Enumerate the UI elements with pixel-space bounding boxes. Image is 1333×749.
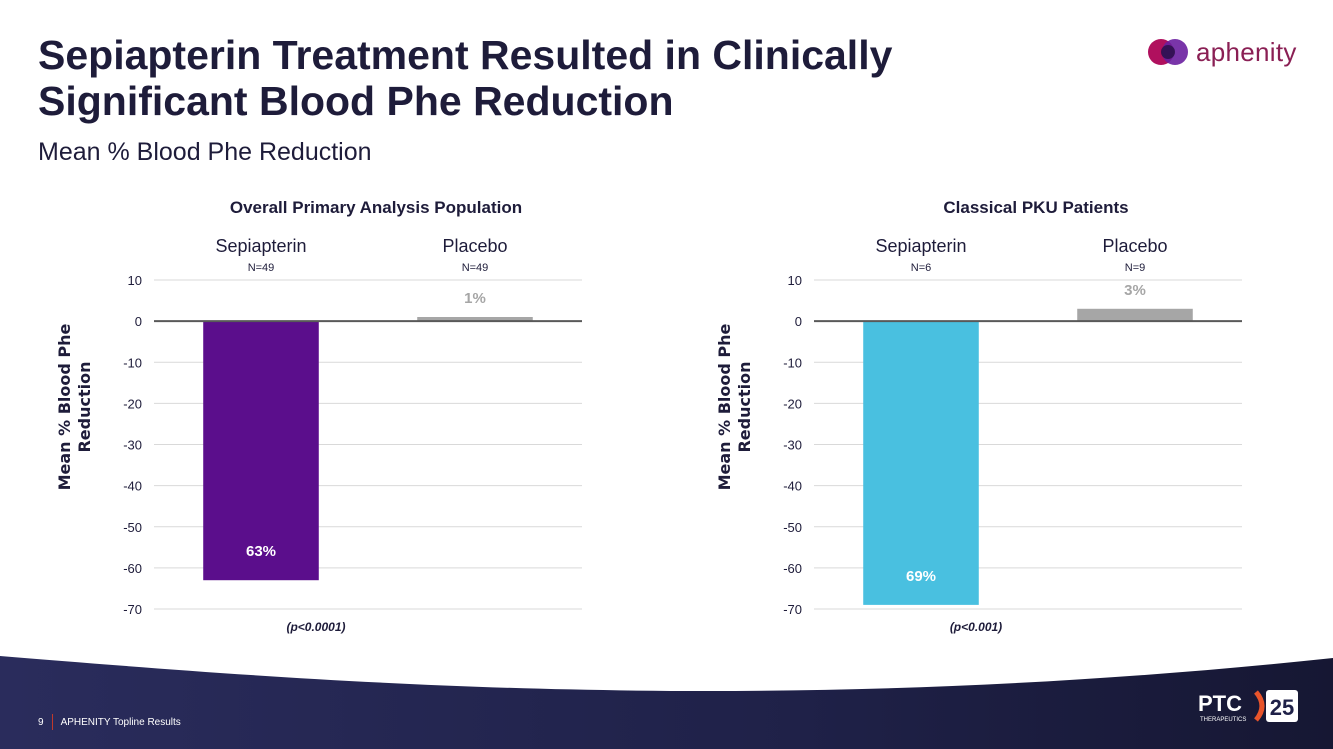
- ptc-logo: PTC THERAPEUTICS 25: [1196, 689, 1300, 723]
- y-tick-label: 10: [788, 273, 802, 288]
- bar-sepiapterin: [203, 321, 319, 581]
- bar-sepiapterin: [863, 321, 979, 605]
- y-tick-label: -40: [123, 479, 142, 494]
- chart-title: Overall Primary Analysis Population: [230, 198, 522, 217]
- y-tick-label: -70: [783, 602, 802, 617]
- aphenity-logo-icon: [1146, 34, 1192, 70]
- y-tick-label: -10: [783, 355, 802, 370]
- data-label: 3%: [1124, 282, 1146, 299]
- n-label: N=6: [911, 262, 932, 274]
- bar-placebo: [1077, 308, 1193, 322]
- p-value-annotation: (p<0.0001): [286, 620, 345, 634]
- n-label: N=9: [1125, 262, 1146, 274]
- slide-title: Sepiapterin Treatment Resulted in Clinic…: [38, 32, 893, 124]
- footer-divider: [51, 714, 53, 730]
- y-tick-label: 0: [795, 314, 802, 329]
- bar-placebo: [417, 317, 533, 322]
- category-label: Sepiapterin: [875, 236, 966, 256]
- y-tick-label: -40: [783, 479, 802, 494]
- p-value-annotation: (p<0.001): [950, 620, 1002, 634]
- chart-overall-population: Mean % Blood Phe Reduction Overall Prima…: [55, 190, 700, 650]
- category-label: Placebo: [1102, 236, 1167, 256]
- n-label: N=49: [462, 262, 489, 274]
- category-label: Placebo: [442, 236, 507, 256]
- ptc-logo-subtext: THERAPEUTICS: [1200, 717, 1246, 723]
- slide-subtitle: Mean % Blood Phe Reduction: [38, 138, 372, 166]
- footer: 9 APHENITY Topline Results: [38, 714, 181, 730]
- chart-svg: Classical PKU Patients 10 0 -10 -20 -30 -40 -50…: [783, 198, 1242, 634]
- y-axis-title: Mean % Blood Phe Reduction: [715, 323, 754, 491]
- y-tick-label: -60: [783, 561, 802, 576]
- category-label: Sepiapterin: [215, 236, 306, 256]
- y-tick-label: -50: [123, 520, 142, 535]
- ptc-logo-badge: 25: [1270, 695, 1294, 720]
- y-tick-label: 0: [135, 314, 142, 329]
- y-tick-label: -50: [783, 520, 802, 535]
- data-label: 69%: [906, 568, 936, 585]
- y-tick-label: -30: [123, 438, 142, 453]
- footer-label: APHENITY Topline Results: [60, 716, 181, 728]
- footer-wave: [0, 656, 1333, 749]
- ptc-logo-text: PTC: [1198, 691, 1242, 716]
- y-tick-label: 10: [128, 273, 142, 288]
- chart-title: Classical PKU Patients: [943, 198, 1128, 217]
- y-tick-label: -20: [783, 396, 802, 411]
- y-tick-label: -20: [123, 396, 142, 411]
- y-tick-label: -30: [783, 438, 802, 453]
- chart-classical-pku: Mean % Blood Phe Reduction Classical PKU…: [715, 190, 1333, 650]
- page-number: 9: [38, 716, 44, 728]
- data-label: 63%: [246, 543, 276, 560]
- chart-svg: Overall Primary Analysis Population 10 0 -1…: [123, 198, 582, 634]
- n-label: N=49: [248, 262, 275, 274]
- aphenity-logo-text: aphenity: [1196, 36, 1297, 67]
- aphenity-logo: aphenity: [1146, 34, 1297, 70]
- data-label: 1%: [464, 290, 486, 307]
- y-tick-label: -60: [123, 561, 142, 576]
- y-tick-label: -70: [123, 602, 142, 617]
- y-tick-label: -10: [123, 355, 142, 370]
- ptc-logo-icon: PTC THERAPEUTICS 25: [1198, 690, 1298, 723]
- y-axis-title: Mean % Blood Phe Reduction: [55, 323, 94, 491]
